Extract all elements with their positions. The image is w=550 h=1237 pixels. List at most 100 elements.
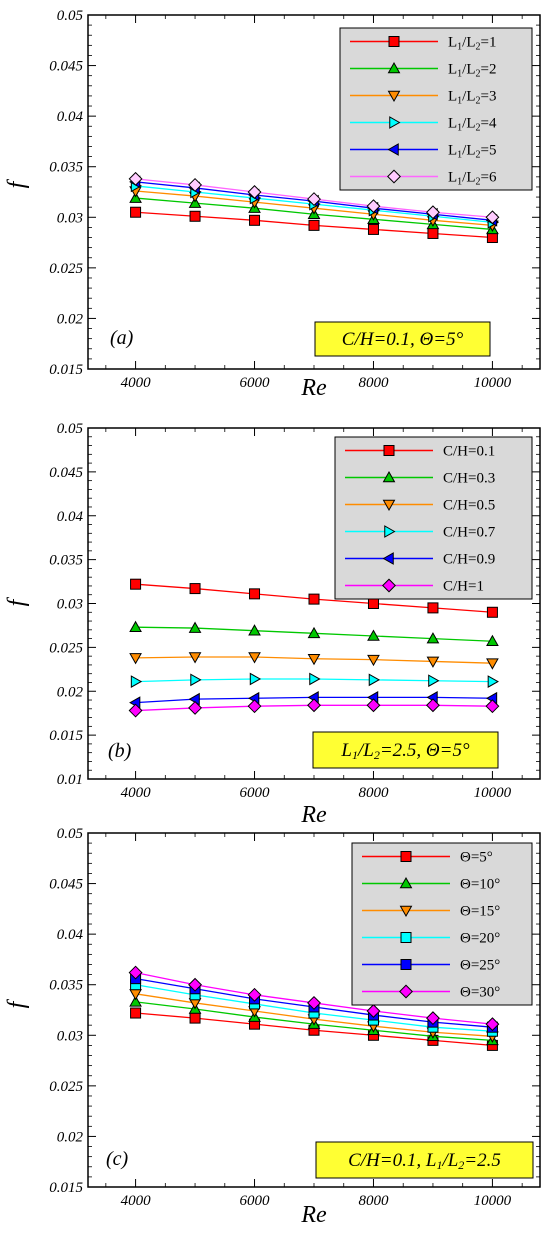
panel-label: (b) (108, 740, 132, 762)
data-point (128, 171, 143, 186)
y-tick-label: 0.035 (49, 553, 83, 569)
data-point (189, 583, 201, 595)
chart-panel-2: 0.01 0.015 0.02 0.025 0.03 0.035 0.04 0.045 0.05… (4, 421, 541, 828)
legend: L1/L2=1 L1/L2=2 L1/L2=3 L1/L2=4 L1/L2=5 L1/L2… (339, 27, 533, 191)
legend-swatch-marker (382, 552, 394, 565)
data-point (129, 620, 142, 632)
y-tick-label: 0.01 (57, 772, 83, 788)
legend-swatch-marker (400, 932, 412, 943)
y-tick-label: 0.05 (57, 421, 84, 437)
data-point (425, 698, 440, 713)
legend-swatch-marker (399, 984, 413, 999)
legend-entry-label: L1/L2=1 (448, 35, 496, 53)
legend-entry-label: L1/L2=6 (448, 170, 497, 188)
data-point (425, 205, 440, 220)
data-point (307, 626, 321, 639)
data-point (247, 185, 262, 199)
data-point (426, 656, 440, 668)
data-point (485, 1017, 500, 1032)
legend-swatch-marker (387, 61, 401, 74)
data-point (130, 1007, 142, 1019)
chart-panel-3: 0.015 0.02 0.025 0.03 0.035 0.04 0.045 0.05 4000… (4, 826, 541, 1228)
x-tick-label: 8000 (358, 785, 389, 801)
data-point (367, 223, 379, 235)
legend-swatch-marker (399, 876, 413, 889)
data-point (190, 673, 202, 687)
legend-entry-label: L1/L2=5 (448, 143, 496, 161)
legend-entry-label: Θ=25° (460, 958, 500, 974)
legend-swatch-marker (382, 470, 396, 483)
data-point (189, 1012, 201, 1024)
data-point (129, 995, 142, 1007)
legend-entry-label: C/H=0.3 (443, 471, 495, 487)
legend-swatch-marker (382, 499, 396, 512)
y-tick-label: 0.03 (57, 1028, 83, 1044)
x-axis-label: Re (300, 1202, 327, 1228)
data-point (247, 699, 262, 714)
y-tick-label: 0.04 (57, 927, 84, 943)
condition-box (312, 731, 499, 769)
legend-swatch-marker (399, 905, 413, 918)
y-tick-label: 0.02 (57, 1129, 84, 1145)
data-point (427, 227, 439, 239)
data-point (366, 199, 381, 214)
legend-swatch-marker (383, 445, 395, 456)
legend-box (334, 436, 533, 600)
data-point (128, 703, 143, 718)
y-tick-label: 0.045 (49, 877, 83, 893)
y-axis-label: f (4, 178, 30, 188)
condition-box (314, 321, 491, 357)
legend-swatch-marker (389, 116, 401, 129)
x-tick-label: 4000 (121, 785, 152, 801)
condition-label: C/H=0.1, L1/L2=2.5 (348, 1150, 501, 1172)
condition-label: C/H=0.1, Θ=5° (342, 329, 464, 350)
legend-swatch-marker (400, 959, 412, 970)
x-tick-label: 4000 (121, 1193, 152, 1209)
legend-entry-label: L1/L2=2 (448, 62, 496, 80)
panel-label: (a) (110, 327, 134, 349)
data-point (307, 654, 321, 666)
data-point (130, 675, 143, 688)
x-tick-label: 10000 (474, 1193, 512, 1209)
data-point (486, 658, 499, 670)
y-axis-label: f (4, 998, 30, 1008)
data-point (130, 206, 142, 218)
data-point (308, 219, 320, 231)
x-tick-label: 4000 (121, 375, 152, 391)
condition-label: L1/L2=2.5, Θ=5° (340, 740, 470, 762)
y-tick-label: 0.02 (57, 684, 84, 700)
data-point (485, 210, 500, 225)
legend-entry-label: L1/L2=3 (448, 89, 496, 107)
legend: C/H=0.1 C/H=0.3 C/H=0.5 C/H=0.7 C/H=0.9 C/H=1 (334, 436, 533, 600)
y-tick-label: 0.04 (57, 109, 84, 125)
legend-entry-label: Θ=30° (460, 985, 500, 1001)
data-point (248, 652, 261, 664)
y-tick-label: 0.015 (49, 362, 83, 378)
data-point (249, 214, 261, 226)
y-tick-label: 0.025 (49, 261, 83, 277)
data-point (189, 210, 201, 222)
legend-entry-label: C/H=0.1 (443, 444, 495, 460)
legend-box (351, 842, 533, 1006)
x-tick-label: 10000 (474, 785, 512, 801)
data-point (426, 632, 440, 644)
data-point (128, 965, 143, 980)
data-point (486, 634, 499, 646)
data-point (367, 598, 379, 609)
x-tick-label: 10000 (474, 375, 512, 391)
y-tick-label: 0.045 (49, 59, 83, 75)
x-tick-label: 6000 (240, 785, 271, 801)
data-point (309, 672, 321, 686)
x-axis-label: Re (300, 802, 327, 828)
data-point (427, 602, 439, 614)
y-tick-label: 0.025 (49, 640, 83, 656)
legend-swatch-marker (387, 90, 401, 103)
data-point (188, 977, 203, 992)
y-tick-label: 0.035 (49, 978, 83, 994)
data-point (129, 653, 142, 665)
legend-entry-label: Θ=5° (460, 850, 493, 866)
data-point (249, 588, 261, 600)
data-point (188, 621, 202, 633)
y-tick-label: 0.045 (49, 465, 83, 481)
